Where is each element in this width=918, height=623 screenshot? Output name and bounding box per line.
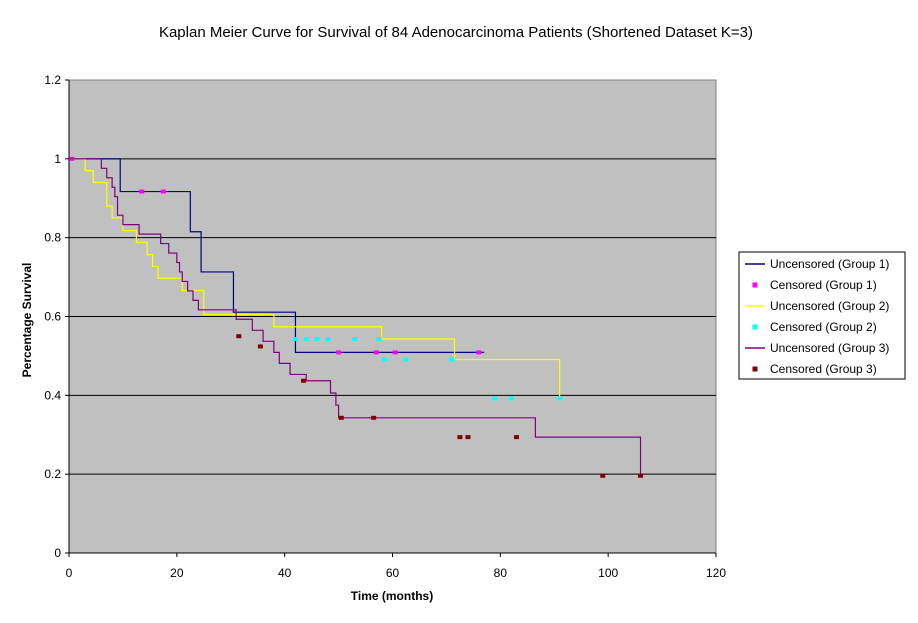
legend-label-uncensored-group-3: Uncensored (Group 3): [770, 341, 889, 355]
y-ticks: 0 0.2 0.4 0.6 0.8 1 1.2: [44, 73, 69, 560]
data-point-censored-group-2: [403, 357, 409, 362]
data-point-censored-group-2: [292, 336, 298, 341]
data-point-censored-group-1: [139, 189, 145, 194]
data-point-censored-group-2: [508, 396, 514, 401]
x-tick-label: 100: [598, 566, 618, 580]
legend-label-censored-group-3: Censored (Group 3): [770, 362, 877, 376]
y-axis-label: Percentage Survival: [20, 263, 34, 378]
y-tick-label: 0.2: [44, 467, 61, 481]
chart-title: Kaplan Meier Curve for Survival of 84 Ad…: [159, 24, 753, 41]
data-point-censored-group-2: [449, 357, 455, 362]
x-tick-label: 20: [170, 566, 184, 580]
data-point-censored-group-3: [638, 473, 644, 478]
data-point-censored-group-3: [236, 334, 242, 339]
data-point-censored-group-3: [338, 415, 344, 420]
legend-swatch-censored-group-2: [752, 324, 758, 330]
data-point-censored-group-2: [492, 396, 498, 401]
legend-label-uncensored-group-1: Uncensored (Group 1): [770, 257, 889, 271]
gridlines: [69, 158, 716, 475]
data-point-censored-group-2: [557, 396, 563, 401]
data-point-censored-group-1: [373, 350, 379, 355]
data-point-censored-group-2: [381, 357, 387, 362]
data-point-censored-group-3: [257, 344, 263, 349]
data-point-censored-group-2: [352, 336, 358, 341]
y-tick-label: 0: [54, 546, 61, 560]
data-point-censored-group-3: [301, 378, 307, 383]
series-group: [69, 156, 644, 478]
series-line-uncensored-group-3: [69, 158, 642, 476]
x-tick-label: 120: [706, 566, 726, 580]
data-point-censored-group-2: [325, 336, 331, 341]
y-tick-label: 0.6: [44, 310, 61, 324]
legend-label-uncensored-group-2: Uncensored (Group 2): [770, 299, 889, 313]
data-point-censored-group-1: [336, 350, 342, 355]
legend: Uncensored (Group 1) Censored (Group 1) Un…: [738, 251, 906, 380]
series-line-uncensored-group-2: [69, 158, 561, 399]
data-point-censored-group-2: [314, 336, 320, 341]
series-line-uncensored-group-1: [69, 158, 485, 353]
data-point-censored-group-1: [476, 350, 482, 355]
y-tick-label: 0.8: [44, 231, 61, 245]
x-tick-label: 0: [66, 566, 73, 580]
y-tick-label: 1.2: [44, 73, 61, 87]
data-point-censored-group-2: [303, 336, 309, 341]
x-ticks: 0 20 40 60 80 100 120: [66, 553, 726, 580]
legend-label-censored-group-1: Censored (Group 1): [770, 278, 877, 292]
x-axis-label: Time (months): [351, 589, 433, 603]
legend-label-censored-group-2: Censored (Group 2): [770, 320, 877, 334]
y-tick-label: 1: [54, 152, 61, 166]
data-point-censored-group-3: [514, 435, 520, 440]
x-tick-label: 40: [278, 566, 292, 580]
legend-swatch-censored-group-3: [752, 366, 758, 372]
y-tick-label: 0.4: [44, 388, 61, 402]
data-point-censored-group-3: [457, 435, 463, 440]
data-point-censored-group-1: [160, 189, 166, 194]
data-point-censored-group-3: [465, 435, 471, 440]
x-tick-label: 60: [386, 566, 400, 580]
legend-box: [738, 251, 906, 380]
x-tick-label: 80: [494, 566, 508, 580]
legend-swatch-censored-group-1: [752, 282, 758, 288]
data-point-censored-group-3: [600, 473, 606, 478]
data-point-censored-group-2: [376, 336, 382, 341]
data-point-censored-group-1: [392, 350, 398, 355]
data-point-censored-group-3: [371, 415, 377, 420]
